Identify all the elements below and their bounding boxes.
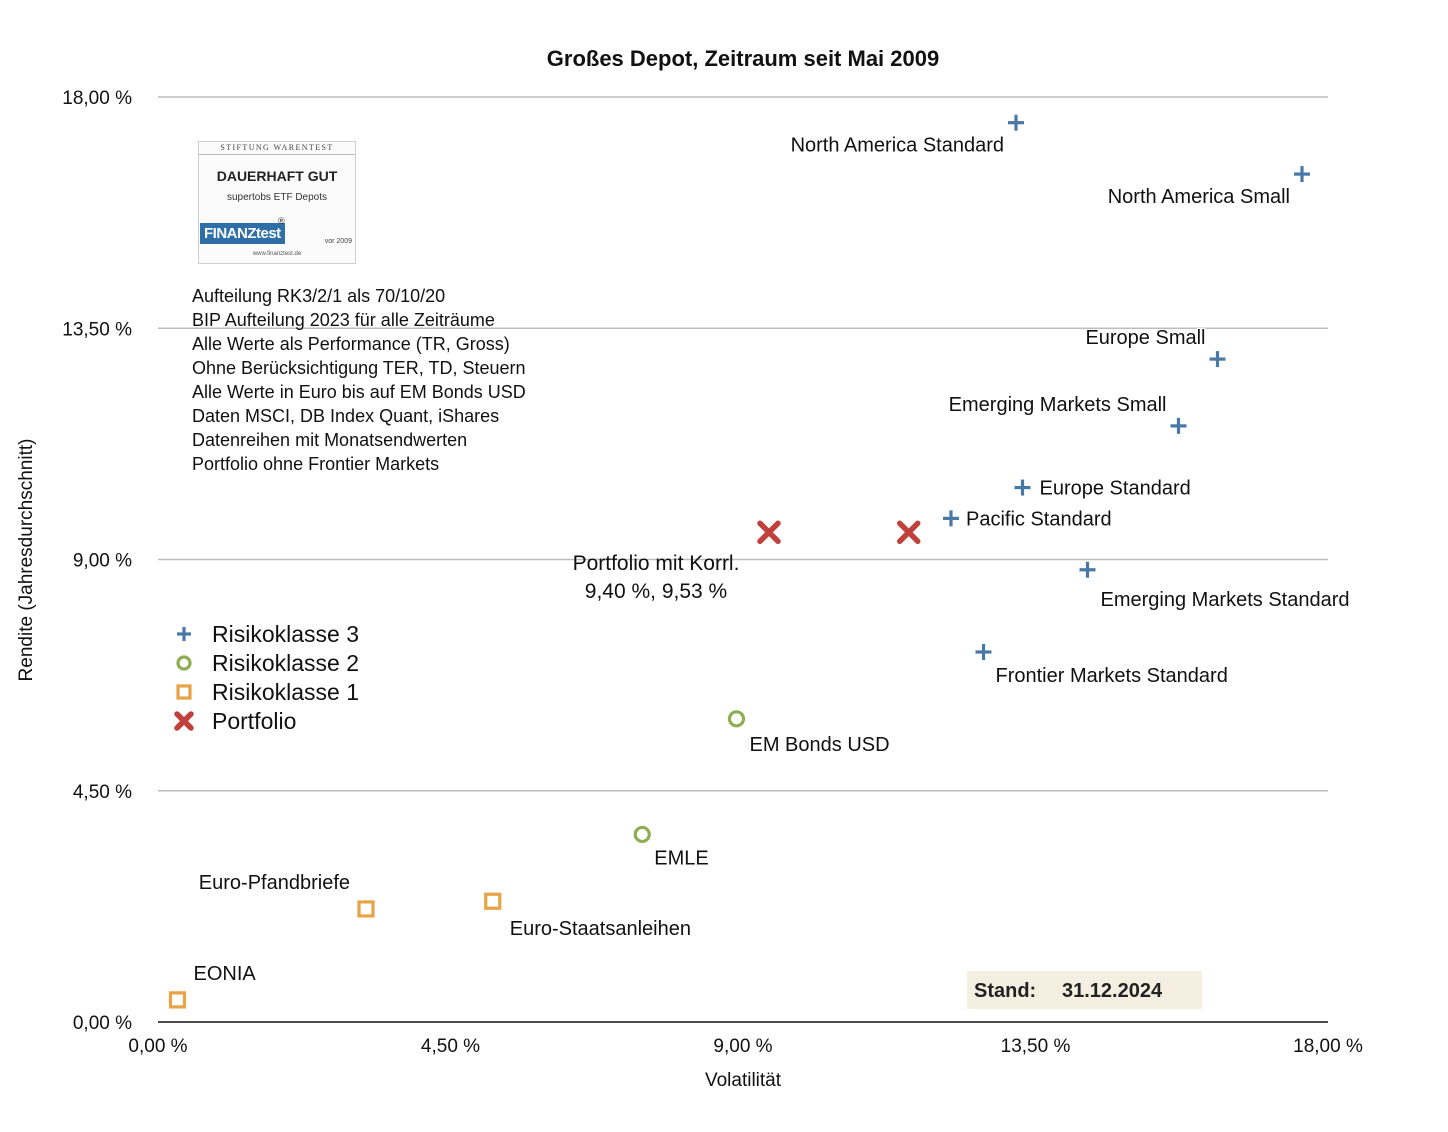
square-marker — [176, 684, 192, 700]
badge-main-text: DAUERHAFT GUT — [216, 168, 338, 184]
point-label: Emerging Markets Small — [949, 394, 1167, 416]
portfolio-annotation-line2: 9,40 %, 9,53 % — [585, 580, 727, 603]
finanztest-badge: STIFTUNG WARENTEST DAUERHAFT GUT superto… — [198, 141, 356, 264]
note-line: Ohne Berücksichtigung TER, TD, Steuern — [192, 358, 526, 378]
circle-marker — [633, 825, 651, 844]
axes: 0,00 %0,00 % 4,50 % 4,50 % 9,00 % 9,00 % 13,5… — [62, 88, 1363, 1057]
plus-marker — [1209, 351, 1226, 368]
point-label: Euro-Staatsanleihen — [510, 918, 691, 940]
circle-marker — [727, 710, 746, 728]
square-marker — [484, 892, 502, 910]
square-marker — [357, 900, 375, 918]
legend-entry: Risikoklasse 2 — [212, 650, 359, 676]
note-line: Alle Werte als Performance (TR, Gross) — [192, 334, 510, 354]
point-label: EONIA — [194, 963, 257, 985]
legend: Risikoklasse 3 Risikoklasse 2 Risikoklasse… — [174, 621, 359, 734]
x-marker — [757, 520, 781, 545]
x-marker — [174, 711, 194, 731]
badge-registered-mark: ® — [278, 216, 285, 226]
plus-marker — [1170, 417, 1187, 434]
plus-marker — [975, 644, 992, 660]
plus-marker — [1008, 114, 1024, 131]
note-line: BIP Aufteilung 2023 für alle Zeiträume — [192, 310, 495, 330]
x-marker — [897, 520, 921, 545]
x-marker-b — [174, 711, 194, 731]
portfolio-annotation-line1: Portfolio mit Korrl. — [573, 552, 740, 575]
stand-date-box: Stand: 31.12.2024 — [967, 971, 1202, 1009]
stand-label: Stand: — [974, 980, 1037, 1002]
notes-block: Aufteilung RK3/2/1 als 70/10/20 BIP Aufte… — [192, 286, 526, 474]
y-tick-label: 13,50 % — [62, 319, 132, 340]
point-label: Europe Standard — [1040, 478, 1191, 500]
x-marker-b — [757, 520, 781, 545]
data-points — [168, 114, 1310, 1009]
point-label: EM Bonds USD — [750, 734, 890, 756]
legend-entry: Portfolio — [212, 708, 296, 734]
square-marker — [168, 991, 187, 1009]
x-tick-label: 9,00 % — [713, 1036, 772, 1057]
x-tick-label: 4,50 % — [421, 1036, 480, 1057]
point-label: EMLE — [654, 847, 708, 869]
point-label: Frontier Markets Standard — [996, 665, 1228, 687]
y-axis-label: Rendite (Jahresdurchschnitt) — [16, 439, 37, 682]
plus-marker — [177, 627, 191, 641]
plus-marker — [1079, 561, 1096, 578]
plus-marker — [1294, 166, 1310, 183]
y-tick-label: 18,00 % — [62, 88, 132, 109]
stand-date: 31.12.2024 — [1062, 980, 1163, 1002]
y-tick-label: 4,50 % — [73, 782, 132, 803]
note-line: Daten MSCI, DB Index Quant, iShares — [192, 406, 499, 426]
x-tick-label: 13,50 % — [1001, 1036, 1071, 1057]
note-line: Aufteilung RK3/2/1 als 70/10/20 — [192, 286, 445, 306]
badge-brand-logo: FINANZtest — [200, 223, 285, 244]
circle-marker — [176, 655, 192, 671]
point-label: Euro-Pfandbriefe — [199, 872, 350, 894]
note-line: Datenreihen mit Monatsendwerten — [192, 430, 467, 450]
x-marker-b — [897, 520, 921, 545]
badge-top-text: STIFTUNG WARENTEST — [199, 143, 355, 155]
note-line: Portfolio ohne Frontier Markets — [192, 454, 439, 474]
plus-marker — [1014, 479, 1031, 496]
x-axis-label: Volatilität — [705, 1070, 782, 1091]
point-label: Emerging Markets Standard — [1101, 589, 1350, 611]
note-line: Alle Werte in Euro bis auf EM Bonds USD — [192, 382, 526, 402]
x-tick-label: 18,00 % — [1293, 1036, 1363, 1057]
badge-url-text: www.finanztest.de — [252, 251, 302, 257]
point-labels: North America Standard North America Smal… — [193, 134, 1351, 986]
point-label: North America Standard — [791, 135, 1004, 157]
badge-sub-text: supertobs ETF Depots — [226, 192, 328, 203]
legend-entry: Risikoklasse 1 — [212, 679, 359, 705]
legend-entry: Risikoklasse 3 — [212, 621, 359, 647]
x-tick-label: 0,00 % — [128, 1036, 187, 1057]
point-label: Europe Small — [1085, 327, 1205, 349]
y-tick-label: 0,00 % — [73, 1013, 132, 1034]
gridlines — [158, 96, 1328, 792]
point-label: Pacific Standard — [966, 508, 1112, 530]
chart-title: Großes Depot, Zeitraum seit Mai 2009 — [547, 46, 939, 71]
badge-year-text: vor 2009 — [324, 238, 352, 245]
plus-marker — [943, 510, 959, 527]
portfolio-annotation: Portfolio mit Korrl. 9,40 %, 9,53 % — [573, 552, 740, 603]
point-label: North America Small — [1108, 186, 1290, 208]
y-tick-label: 9,00 % — [73, 551, 132, 572]
